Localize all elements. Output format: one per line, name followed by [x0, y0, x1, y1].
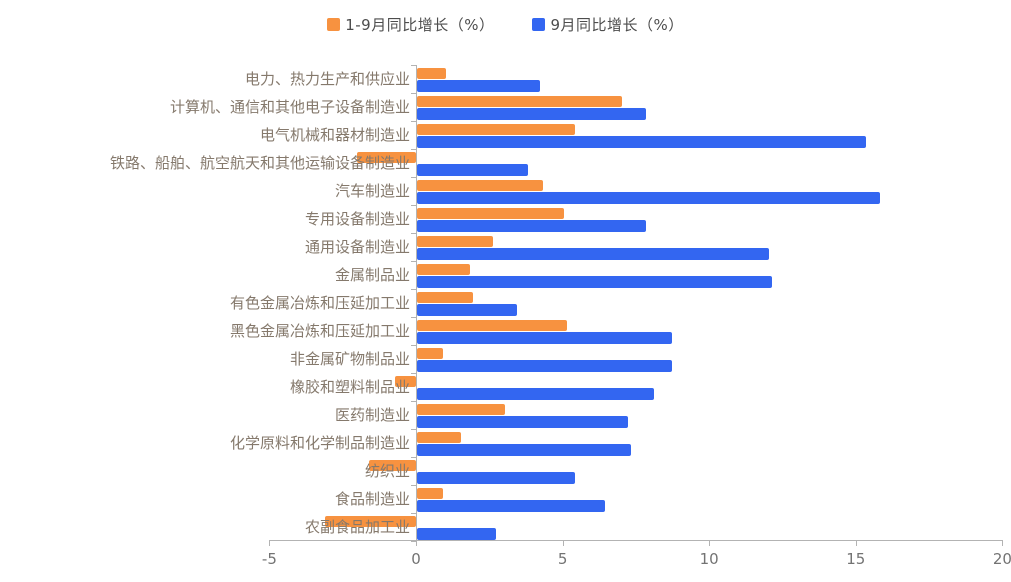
y-axis-tick	[411, 93, 416, 94]
category-label: 非金属矿物制品业	[289, 350, 410, 368]
x-axis-tick-label: 15	[846, 550, 866, 568]
bar-sep-growth	[417, 388, 655, 400]
bar-sep-growth	[417, 136, 866, 148]
y-axis-tick	[411, 541, 416, 542]
bar-jan-sep-growth	[357, 152, 416, 163]
y-axis-line	[416, 65, 417, 541]
x-axis-tick	[416, 540, 417, 546]
x-axis-tick-label: 0	[411, 550, 421, 568]
category-label: 橡胶和塑料制品业	[289, 378, 410, 396]
bar-sep-growth	[417, 332, 673, 344]
category-label: 专用设备制造业	[304, 210, 410, 228]
bar-jan-sep-growth	[417, 404, 505, 415]
y-axis-tick	[411, 121, 416, 122]
category-label: 化学原料和化学制品制造业	[229, 434, 410, 452]
bar-sep-growth	[417, 472, 576, 484]
x-axis-tick	[1002, 540, 1004, 546]
bar-sep-growth	[417, 220, 646, 232]
x-axis-tick-label: -5	[261, 550, 277, 568]
category-label: 通用设备制造业	[304, 238, 410, 256]
x-axis-tick-label: 20	[992, 550, 1011, 568]
category-label: 黑色金属冶炼和压延加工业	[229, 322, 410, 340]
x-axis-tick	[269, 540, 271, 546]
y-axis-tick	[411, 429, 416, 430]
y-axis-tick	[411, 373, 416, 374]
category-label: 计算机、通信和其他电子设备制造业	[169, 98, 410, 116]
x-axis-tick-label: 10	[699, 550, 719, 568]
y-axis-tick	[411, 317, 416, 318]
bar-jan-sep-growth	[395, 376, 416, 387]
category-label: 食品制造业	[334, 490, 410, 508]
y-axis-tick	[411, 65, 416, 66]
x-axis-tick-label: 5	[557, 550, 568, 568]
legend-swatch-icon	[327, 18, 341, 31]
bar-jan-sep-growth	[417, 348, 444, 359]
bar-jan-sep-growth	[417, 320, 567, 331]
x-axis-tick	[562, 540, 564, 546]
legend-item-label: 1-9月同比增长（%）	[345, 16, 495, 34]
y-axis-tick	[411, 205, 416, 206]
category-label: 金属制品业	[334, 266, 410, 284]
bar-jan-sep-growth	[325, 516, 416, 527]
bar-jan-sep-growth	[417, 180, 544, 191]
y-axis-tick	[411, 233, 416, 234]
y-axis-tick	[411, 177, 416, 178]
bar-sep-growth	[417, 444, 632, 456]
bar-sep-growth	[417, 192, 881, 204]
bar-sep-growth	[417, 528, 497, 540]
bar-sep-growth	[417, 276, 772, 288]
legend-item-0[interactable]: 1-9月同比增长（%）	[327, 14, 494, 35]
bar-sep-growth	[417, 500, 605, 512]
y-axis-tick	[411, 457, 416, 458]
bar-jan-sep-growth	[417, 236, 494, 247]
category-label: 铁路、船舶、航空航天和其他运输设备制造业	[109, 154, 410, 172]
y-axis-tick	[411, 513, 416, 514]
y-axis-tick	[411, 485, 416, 486]
legend-item-1[interactable]: 9月同比增长（%）	[532, 14, 683, 35]
bar-jan-sep-growth	[417, 432, 461, 443]
bar-sep-growth	[417, 164, 529, 176]
category-label: 农副食品加工业	[304, 518, 410, 536]
category-label: 医药制造业	[334, 406, 410, 424]
y-axis-tick	[411, 401, 416, 402]
bar-jan-sep-growth	[417, 264, 470, 275]
category-label: 电力、热力生产和供应业	[244, 70, 410, 88]
y-axis-tick	[411, 289, 416, 290]
legend-swatch-icon	[532, 18, 546, 31]
bar-jan-sep-growth	[369, 460, 416, 471]
legend-item-label: 9月同比增长（%）	[550, 16, 684, 34]
bar-jan-sep-growth	[417, 208, 564, 219]
bar-sep-growth	[417, 108, 646, 120]
category-label: 有色金属冶炼和压延加工业	[229, 294, 410, 312]
bar-jan-sep-growth	[417, 292, 473, 303]
bar-jan-sep-growth	[417, 488, 444, 499]
category-label: 汽车制造业	[334, 182, 410, 200]
x-axis-line	[269, 540, 1004, 541]
bar-jan-sep-growth	[417, 124, 576, 135]
x-axis-tick	[855, 540, 857, 546]
bar-jan-sep-growth	[417, 68, 447, 79]
bar-sep-growth	[417, 248, 769, 260]
x-axis-tick	[709, 540, 711, 546]
y-axis-tick	[411, 149, 416, 150]
y-axis-tick	[411, 261, 416, 262]
chart-legend: 1-9月同比增长（%） 9月同比增长（%）	[0, 14, 1011, 35]
y-axis-tick	[411, 345, 416, 346]
category-label: 纺织业	[364, 462, 410, 480]
category-label: 电气机械和器材制造业	[259, 126, 410, 144]
bar-jan-sep-growth	[417, 96, 623, 107]
bar-sep-growth	[417, 80, 541, 92]
bar-sep-growth	[417, 360, 673, 372]
bar-sep-growth	[417, 304, 517, 316]
bar-sep-growth	[417, 416, 629, 428]
